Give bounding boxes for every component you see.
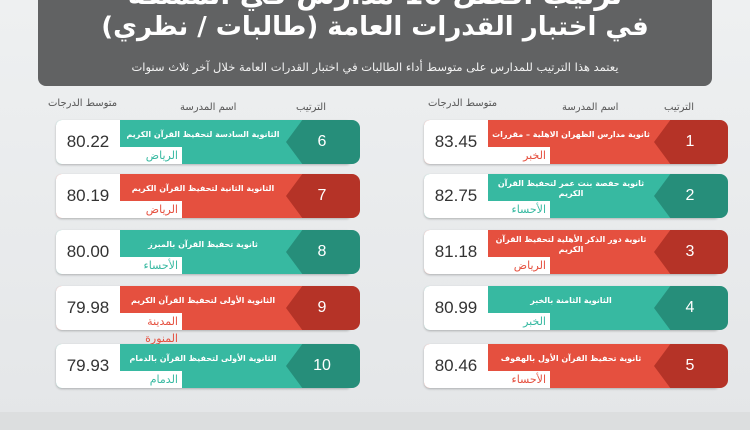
city: الأحساء (488, 371, 550, 388)
rank-number: 2 (685, 187, 695, 204)
bottom-strip (0, 412, 750, 430)
right-rank-header: الترتيب (664, 102, 694, 113)
school-name: الثانوية الثانية لتحفيظ القرآن الكريم (131, 184, 275, 193)
rank-tab (654, 286, 728, 330)
rank-tab (286, 230, 360, 274)
score: 79.93 (56, 344, 120, 388)
rank-number: 6 (317, 133, 327, 150)
school-card: 80.00 ثانوية تحفيظ القرآن بالمبرز الأحسا… (56, 230, 360, 274)
rank-number: 5 (685, 357, 695, 374)
header-title-top: ترتيب أفضل 10 مدارس في المملكة (38, 0, 712, 11)
city: الخبر (488, 313, 550, 330)
school-name: ثانوية حفصة بنت عمر لتحفيظ القرآن الكريم (497, 179, 645, 198)
score: 80.00 (56, 230, 120, 274)
school-card: 80.19 الثانوية الثانية لتحفيظ القرآن الك… (56, 174, 360, 218)
rank-tab (654, 230, 728, 274)
score: 83.45 (424, 120, 488, 164)
score: 81.18 (424, 230, 488, 274)
school-card: 82.75 ثانوية حفصة بنت عمر لتحفيظ القرآن … (424, 174, 728, 218)
score: 79.98 (56, 286, 120, 330)
school-name: ثانوية دور الذكر الأهلية لتحفيظ القرآن ا… (495, 235, 647, 254)
rank-tab (654, 174, 728, 218)
header-banner: ترتيب أفضل 10 مدارس في المملكة في اختبار… (38, 0, 712, 86)
left-score-header: متوسط الدرجات (48, 98, 118, 109)
score: 80.46 (424, 344, 488, 388)
rank-number: 4 (685, 299, 695, 316)
school-card: 80.22 الثانوية السادسة لتحفيظ القرآن الك… (56, 120, 360, 164)
city: الأحساء (120, 257, 182, 274)
school-name: ثانوية مدارس الظهران الاهلية – مقررات (492, 130, 650, 139)
rank-number: 3 (685, 243, 695, 260)
score: 82.75 (424, 174, 488, 218)
school-card: 80.46 ثانوية تحفيظ القرآن الأول بالهفوف … (424, 344, 728, 388)
city: الرياض (120, 201, 182, 218)
school-name: الثانوية الأولى لتحفيظ القرآن الكريم (130, 296, 276, 305)
rank-tab (654, 120, 728, 164)
rank-tab (286, 286, 360, 330)
school-name: الثانوية السادسة لتحفيظ القرآن الكريم (126, 130, 280, 139)
school-card: 83.45 ثانوية مدارس الظهران الاهلية – مقر… (424, 120, 728, 164)
city: الرياض (120, 147, 182, 164)
header-subtitle: يعتمد هذا الترتيب للمدارس على متوسط أداء… (131, 60, 619, 74)
score: 80.22 (56, 120, 120, 164)
rank-number: 1 (685, 133, 695, 150)
rank-number: 9 (317, 299, 327, 316)
rank-tab (654, 344, 728, 388)
school-card: 79.93 الثانوية الأولى لتحفيظ القرآن بالد… (56, 344, 360, 388)
rank-number: 8 (317, 243, 327, 260)
city: المدينة المنورة (120, 313, 182, 345)
city: الرياض (488, 257, 550, 274)
score: 80.99 (424, 286, 488, 330)
city: الدمام (120, 371, 182, 388)
school-name: الثانوية الثامنة بالخبر (530, 296, 612, 305)
left-school-header: اسم المدرسة (180, 102, 237, 113)
school-name: الثانوية الأولى لتحفيظ القرآن بالدمام (129, 354, 277, 363)
rank-number: 7 (317, 187, 327, 204)
school-name: ثانوية تحفيظ القرآن بالمبرز (148, 240, 258, 249)
rank-number: 10 (313, 357, 331, 374)
city: الخبر (488, 147, 550, 164)
header-title: في اختبار القدرات العامة (طالبات / نظري) (101, 12, 649, 42)
right-school-header: اسم المدرسة (562, 102, 619, 113)
rank-tab (286, 174, 360, 218)
city: الأحساء (488, 201, 550, 218)
score: 80.19 (56, 174, 120, 218)
school-card: 80.99 الثانوية الثامنة بالخبر الخبر 4 (424, 286, 728, 330)
rank-tab (286, 120, 360, 164)
rank-tab (286, 344, 360, 388)
school-card: 79.98 الثانوية الأولى لتحفيظ القرآن الكر… (56, 286, 360, 345)
school-card: 81.18 ثانوية دور الذكر الأهلية لتحفيظ ال… (424, 230, 728, 274)
right-score-header: متوسط الدرجات (428, 98, 498, 109)
left-rank-header: الترتيب (296, 102, 326, 113)
school-name: ثانوية تحفيظ القرآن الأول بالهفوف (500, 354, 642, 363)
